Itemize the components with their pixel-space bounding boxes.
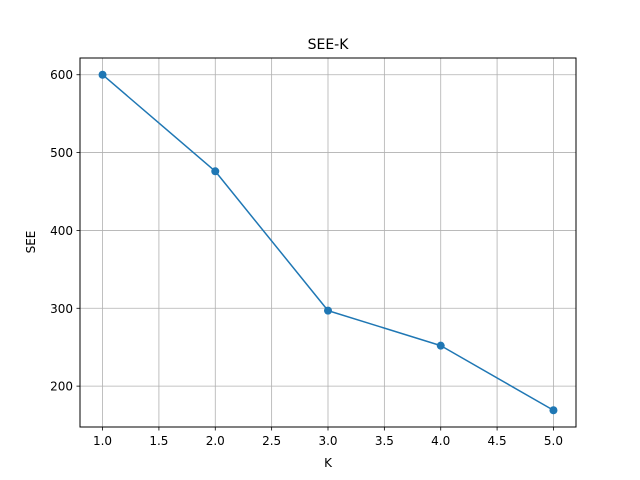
- series-layer: [98, 70, 558, 415]
- data-point: [549, 406, 558, 415]
- x-tick-label: 1.5: [149, 434, 168, 448]
- data-point: [324, 306, 332, 315]
- y-tick-label: 600: [50, 68, 73, 82]
- x-tick-label: 4.0: [431, 434, 450, 448]
- x-tick-label: 5.0: [544, 434, 563, 448]
- x-tick-label: 3.0: [318, 434, 337, 448]
- x-axis-title: K: [324, 456, 333, 470]
- chart-title: SEE-K: [308, 37, 350, 53]
- y-axis-title: SEE: [24, 231, 38, 254]
- y-tick-label: 300: [50, 302, 73, 316]
- x-tick-label: 3.5: [375, 434, 394, 448]
- x-tick-label: 2.5: [262, 434, 281, 448]
- grid: [80, 58, 576, 427]
- data-point: [98, 70, 107, 79]
- y-tick-label: 400: [50, 224, 73, 238]
- x-tick-label: 2.0: [206, 434, 225, 448]
- data-point: [436, 341, 445, 350]
- x-tick-label: 1.0: [93, 434, 112, 448]
- y-tick-label: 500: [50, 146, 73, 160]
- ticks: 1.0 1.5 2.0 2.5 3.0 3.5 4.0 4.5 5.0 200 300 400 500 6…: [50, 68, 563, 448]
- x-tick-label: 4.5: [488, 434, 507, 448]
- data-point: [211, 167, 220, 176]
- y-tick-label: 200: [50, 380, 73, 394]
